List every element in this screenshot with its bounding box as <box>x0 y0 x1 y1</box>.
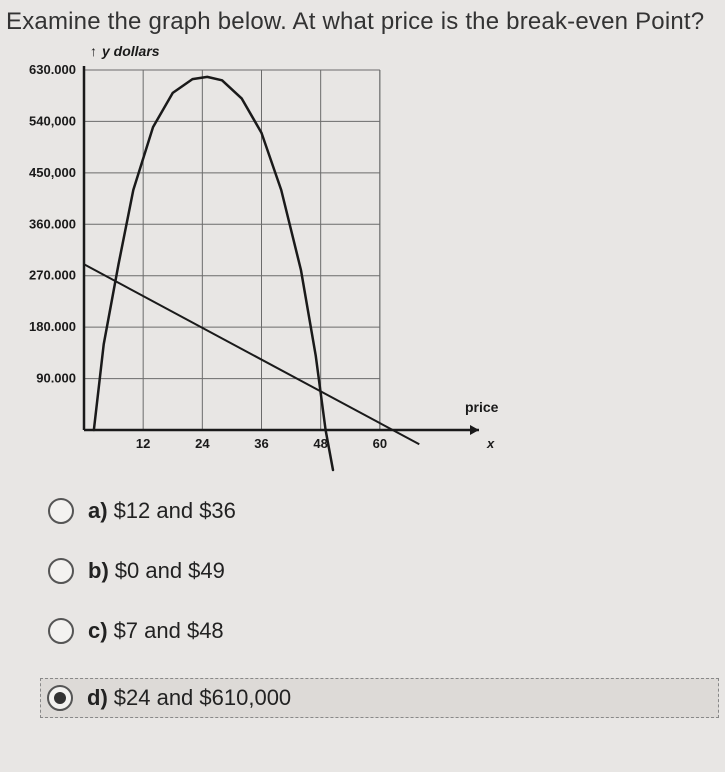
svg-text:36: 36 <box>254 436 268 451</box>
radio-a[interactable] <box>48 498 74 524</box>
svg-text:90.000: 90.000 <box>36 371 76 386</box>
svg-text:270.000: 270.000 <box>29 268 76 283</box>
svg-text:540,000: 540,000 <box>29 113 76 128</box>
option-c[interactable]: c)$7 and $48 <box>48 618 719 644</box>
question-text: Examine the graph below. At what price i… <box>6 8 719 36</box>
svg-text:price: price <box>465 399 499 415</box>
svg-text:y dollars: y dollars <box>101 43 160 59</box>
svg-text:450,000: 450,000 <box>29 165 76 180</box>
option-b-label: b)$0 and $49 <box>88 558 225 584</box>
svg-text:48: 48 <box>313 436 327 451</box>
option-a-label: a)$12 and $36 <box>88 498 236 524</box>
option-a[interactable]: a)$12 and $36 <box>48 498 719 524</box>
svg-text:60: 60 <box>373 436 387 451</box>
svg-text:↑: ↑ <box>90 43 97 59</box>
radio-b[interactable] <box>48 558 74 584</box>
option-c-label: c)$7 and $48 <box>88 618 224 644</box>
svg-text:360.000: 360.000 <box>29 216 76 231</box>
svg-text:12: 12 <box>136 436 150 451</box>
svg-text:24: 24 <box>195 436 210 451</box>
option-d-label: d)$24 and $610,000 <box>87 685 291 711</box>
option-b[interactable]: b)$0 and $49 <box>48 558 719 584</box>
radio-c[interactable] <box>48 618 74 644</box>
radio-d[interactable] <box>47 685 73 711</box>
graph-figure: ↑y dollars 90.000 180.000 270.000 360.000 450… <box>4 40 514 480</box>
option-d[interactable]: d)$24 and $610,000 <box>40 678 719 718</box>
answer-options: a)$12 and $36 b)$0 and $49 c)$7 and $48 … <box>6 498 719 718</box>
svg-text:630.000: 630.000 <box>29 62 76 77</box>
svg-text:180.000: 180.000 <box>29 319 76 334</box>
svg-text:x: x <box>486 436 495 451</box>
